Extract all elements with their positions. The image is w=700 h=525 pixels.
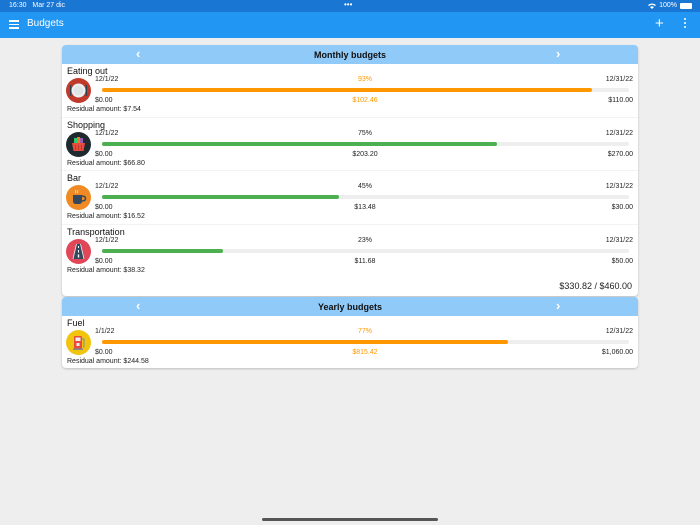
max-amount: $270.00 bbox=[607, 150, 633, 158]
spent-amount: $11.68 bbox=[354, 257, 376, 265]
progress-bar bbox=[102, 340, 629, 344]
percent-label: 77% bbox=[357, 328, 372, 335]
residual-amount: Residual amount: $244.58 bbox=[67, 358, 149, 365]
battery-percent: 100% bbox=[659, 2, 677, 9]
percent-label: 45% bbox=[357, 183, 372, 190]
max-amount: $50.00 bbox=[611, 257, 633, 265]
shopping-basket-icon bbox=[66, 131, 91, 157]
more-vert-icon[interactable] bbox=[684, 18, 688, 30]
budget-item-shopping[interactable]: Shopping 12/1/22 75% 12/31/22 $0.00 $203… bbox=[62, 118, 638, 171]
end-date: 12/31/22 bbox=[605, 236, 633, 244]
status-time: 16:30 Mar 27 dic bbox=[9, 2, 66, 9]
fuel-pump-icon bbox=[66, 330, 91, 355]
progress-bar bbox=[102, 248, 629, 253]
residual-amount: Residual amount: $38.32 bbox=[67, 266, 145, 274]
min-amount: $0.00 bbox=[95, 97, 113, 104]
menu-icon[interactable] bbox=[9, 20, 19, 29]
budget-item-fuel[interactable]: Fuel 1/1/22 77% 12/31/22 $0.00 $815.42 $… bbox=[62, 316, 638, 368]
progress-bar bbox=[102, 88, 629, 92]
spent-amount: $13.48 bbox=[354, 204, 376, 211]
yearly-budgets-card: ‹ Yearly budgets › Fuel 1/1/22 77% 12/31… bbox=[62, 297, 638, 368]
max-amount: $30.00 bbox=[611, 204, 633, 211]
yearly-header: ‹ Yearly budgets › bbox=[62, 297, 638, 316]
percent-label: 75% bbox=[357, 129, 372, 137]
progress-bar bbox=[102, 141, 629, 146]
spent-amount: $102.46 bbox=[352, 97, 378, 104]
monthly-title: Monthly budgets bbox=[314, 50, 386, 60]
yearly-title: Yearly budgets bbox=[317, 302, 383, 312]
progress-bar bbox=[102, 195, 629, 199]
end-date: 12/31/22 bbox=[605, 183, 633, 190]
max-amount: $110.00 bbox=[608, 97, 633, 104]
plate-icon bbox=[66, 78, 91, 103]
budget-name: Shopping bbox=[67, 119, 106, 130]
residual-amount: Residual amount: $7.54 bbox=[67, 106, 141, 113]
status-bar: 16:30 Mar 27 dic ••• 100% bbox=[0, 0, 700, 12]
chevron-right-icon[interactable]: › bbox=[556, 298, 561, 313]
min-amount: $0.00 bbox=[95, 257, 113, 265]
coffee-cup-icon bbox=[66, 185, 91, 210]
battery-icon bbox=[680, 2, 692, 9]
residual-amount: Residual amount: $66.80 bbox=[67, 159, 145, 167]
budget-item-eating-out[interactable]: Eating out 12/1/22 93% 12/31/22 $0.00 $1… bbox=[62, 64, 638, 118]
residual-amount: Residual amount: $16.52 bbox=[67, 213, 145, 220]
start-date: 12/1/22 bbox=[95, 183, 119, 190]
start-date: 12/1/22 bbox=[95, 129, 119, 137]
wifi-icon bbox=[648, 3, 657, 9]
page-title: Budgets bbox=[27, 18, 64, 29]
budget-name: Bar bbox=[67, 173, 82, 183]
spent-amount: $203.20 bbox=[352, 150, 378, 158]
budget-name: Eating out bbox=[67, 66, 108, 76]
budget-item-bar[interactable]: Bar 12/1/22 45% 12/31/22 $0.00 $13.48 $3… bbox=[62, 171, 638, 225]
road-icon bbox=[66, 238, 91, 264]
max-amount: $1,060.00 bbox=[601, 349, 633, 356]
spent-amount: $815.42 bbox=[352, 349, 378, 356]
percent-label: 93% bbox=[357, 76, 372, 83]
home-indicator[interactable] bbox=[262, 518, 438, 521]
start-date: 12/1/22 bbox=[95, 236, 119, 244]
chevron-right-icon[interactable]: › bbox=[556, 46, 561, 61]
budget-name: Fuel bbox=[67, 318, 85, 328]
plus-icon[interactable]: + bbox=[655, 15, 664, 32]
budget-item-transportation[interactable]: Transportation 12/1/22 23% 12/31/22 $0.0… bbox=[62, 225, 638, 279]
app-bar: Budgets + bbox=[0, 12, 700, 38]
monthly-header: ‹ Monthly budgets › bbox=[62, 45, 638, 64]
monthly-total: $330.82 / $460.00 bbox=[559, 281, 632, 291]
monthly-budgets-card: ‹ Monthly budgets › Eating out 12/1/22 9… bbox=[62, 45, 638, 296]
min-amount: $0.00 bbox=[95, 349, 113, 356]
chevron-left-icon[interactable]: ‹ bbox=[136, 298, 141, 313]
percent-label: 23% bbox=[357, 236, 372, 244]
end-date: 12/31/22 bbox=[605, 129, 633, 137]
budget-name: Transportation bbox=[67, 226, 125, 237]
multitasking-dots[interactable]: ••• bbox=[344, 0, 353, 9]
min-amount: $0.00 bbox=[95, 204, 113, 211]
start-date: 1/1/22 bbox=[95, 328, 115, 335]
end-date: 12/31/22 bbox=[605, 328, 633, 335]
status-right: 100% bbox=[648, 2, 692, 9]
start-date: 12/1/22 bbox=[95, 76, 119, 83]
end-date: 12/31/22 bbox=[605, 76, 633, 83]
chevron-left-icon[interactable]: ‹ bbox=[136, 46, 141, 61]
min-amount: $0.00 bbox=[95, 150, 113, 158]
